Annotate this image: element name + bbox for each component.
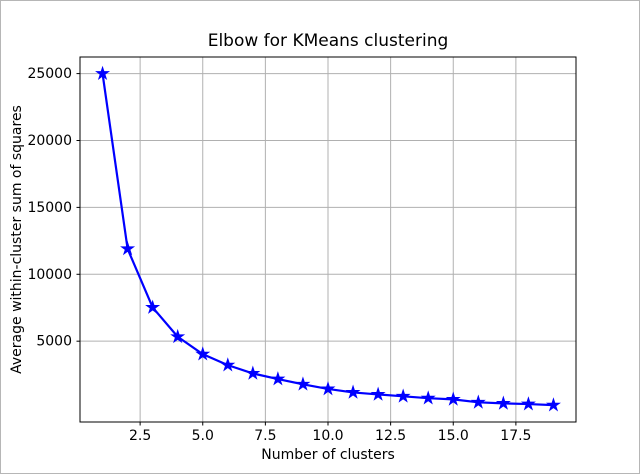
data-point-marker xyxy=(420,390,436,405)
axis-layer xyxy=(76,56,577,426)
x-tick-label: 17.5 xyxy=(500,428,531,444)
data-point-marker xyxy=(145,299,161,314)
data-point-marker xyxy=(495,395,511,410)
grid-layer xyxy=(80,57,576,422)
data-point-marker xyxy=(395,388,411,403)
y-tick-label: 25000 xyxy=(27,66,72,82)
y-tick-label: 10000 xyxy=(27,267,72,283)
data-point-marker xyxy=(520,396,536,411)
data-point-marker xyxy=(270,371,286,386)
x-tick-label: 15.0 xyxy=(438,428,469,444)
y-tick-label: 20000 xyxy=(27,133,72,149)
x-axis-label: Number of clusters xyxy=(261,447,395,463)
chart-title: Elbow for KMeans clustering xyxy=(208,31,449,51)
data-point-marker xyxy=(245,365,261,380)
data-point-marker xyxy=(195,346,211,361)
x-tick-label: 7.5 xyxy=(254,428,276,444)
data-point-marker xyxy=(445,391,461,406)
data-point-marker xyxy=(120,241,136,256)
data-point-marker xyxy=(345,384,361,399)
data-point-marker xyxy=(545,397,561,412)
x-tick-label: 2.5 xyxy=(129,428,151,444)
y-axis-label: Average within-cluster sum of squares xyxy=(9,105,25,374)
data-point-marker xyxy=(370,386,386,401)
tick-label-layer: 2.5 5.0 7.5 10.0 12.5 15.0 17.5 5000 10000 15000 2… xyxy=(27,66,531,444)
data-point-marker xyxy=(95,65,111,80)
data-point-marker xyxy=(470,394,486,409)
data-point-marker xyxy=(220,357,236,372)
data-point-marker xyxy=(320,381,336,396)
data-point-marker xyxy=(170,328,186,344)
x-tick-label: 5.0 xyxy=(192,428,214,444)
data-point-marker xyxy=(295,376,311,391)
y-tick-label: 5000 xyxy=(36,334,72,350)
y-tick-label: 15000 xyxy=(27,200,72,216)
x-tick-label: 10.0 xyxy=(312,428,343,444)
x-tick-label: 12.5 xyxy=(375,428,406,444)
data-series-layer xyxy=(95,65,561,412)
